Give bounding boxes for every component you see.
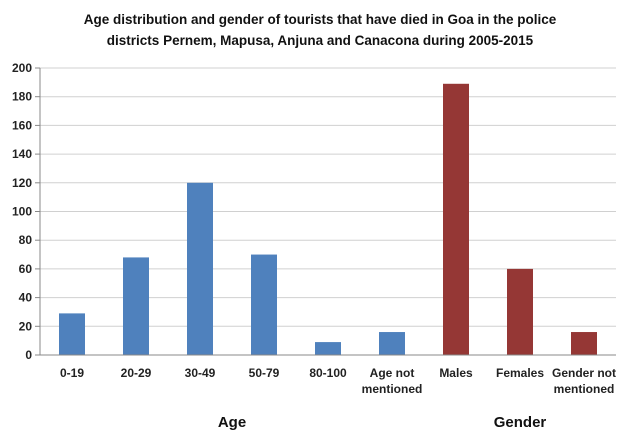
chart-title: Age distribution and gender of tourists … [84, 12, 557, 48]
x-tick-label: Age not [370, 366, 415, 380]
y-tick-label: 200 [12, 61, 32, 75]
bar-30-49 [187, 182, 213, 355]
y-tick-label: 160 [12, 118, 32, 132]
bar-males [443, 83, 469, 355]
bar-gender-not-mentioned [571, 332, 597, 355]
y-tick-label: 140 [12, 147, 32, 161]
bars [59, 83, 597, 355]
y-tick-label: 40 [19, 291, 33, 305]
bar-females [507, 268, 533, 355]
y-tick-label: 60 [19, 262, 33, 276]
x-axis-ticks: 0-19 20-29 30-49 50-79 80-100 Age not mentione… [60, 366, 616, 396]
x-tick-label: mentioned [362, 382, 423, 396]
bar-50-79 [251, 254, 277, 355]
bar-age-not-mentioned [379, 332, 405, 355]
chart-title-line-2: districts Pernem, Mapusa, Anjuna and Can… [107, 33, 534, 48]
y-tick-label: 0 [25, 348, 32, 362]
x-tick-label: mentioned [554, 382, 615, 396]
x-tick-label: 30-49 [185, 366, 216, 380]
x-tick-label: 0-19 [60, 366, 84, 380]
y-tick-label: 180 [12, 90, 32, 104]
group-labels: Age Gender [218, 414, 547, 431]
y-axis-ticks: 0 20 40 60 80 100 120 140 160 180 200 [12, 61, 40, 362]
bar-80-100 [315, 342, 341, 355]
x-tick-label: 20-29 [121, 366, 152, 380]
y-tick-label: 100 [12, 205, 32, 219]
group-label-age: Age [218, 414, 246, 431]
chart-title-line-1: Age distribution and gender of tourists … [84, 12, 557, 27]
y-tick-label: 120 [12, 176, 32, 190]
x-tick-label: Gender not [552, 366, 616, 380]
y-tick-label: 80 [19, 233, 33, 247]
x-tick-label: Males [439, 366, 473, 380]
x-tick-label: Females [496, 366, 544, 380]
group-label-gender: Gender [494, 414, 547, 431]
y-tick-label: 20 [19, 319, 33, 333]
bar-0-19 [59, 313, 85, 355]
x-tick-label: 80-100 [309, 366, 347, 380]
bar-20-29 [123, 257, 149, 355]
x-tick-label: 50-79 [249, 366, 280, 380]
